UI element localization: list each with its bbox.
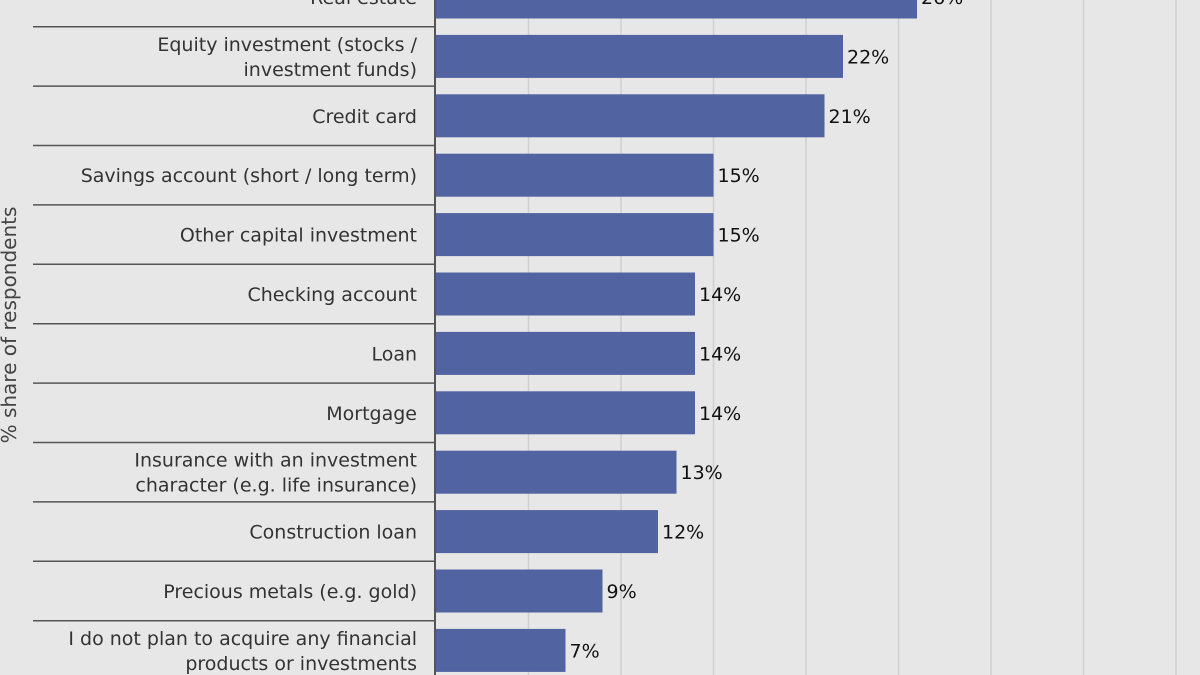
- bar: [436, 628, 566, 672]
- category-label: Savings account (short / long term): [81, 165, 417, 187]
- data-label: 13%: [681, 462, 723, 484]
- category-label: Construction loan: [249, 522, 417, 544]
- data-label: 9%: [607, 581, 637, 603]
- bar: [436, 153, 714, 197]
- category-label: I do not plan to acquire any financial pr…: [68, 628, 417, 675]
- data-label: 15%: [718, 225, 760, 247]
- bar: [436, 0, 917, 19]
- bar: [436, 331, 695, 375]
- data-label: 15%: [718, 165, 760, 187]
- data-label: 14%: [699, 403, 741, 425]
- bar: [436, 213, 714, 257]
- category-label: Real estate: [310, 0, 417, 9]
- bar: [436, 450, 677, 494]
- category-label: Mortgage: [326, 403, 417, 425]
- bar: [436, 94, 825, 138]
- data-label: 7%: [570, 640, 600, 662]
- category-label: Credit card: [312, 106, 417, 128]
- data-label: 14%: [699, 343, 741, 365]
- category-label: Checking account: [247, 284, 417, 306]
- category-label: Other capital investment: [180, 225, 417, 247]
- data-label: 14%: [699, 284, 741, 306]
- category-label: Precious metals (e.g. gold): [163, 581, 417, 603]
- category-label: Equity investment (stocks / investment fu…: [157, 34, 417, 81]
- data-label: 26%: [921, 0, 963, 9]
- category-label: Loan: [371, 343, 417, 365]
- data-label: 12%: [662, 522, 704, 544]
- data-label: 22%: [847, 46, 889, 68]
- data-label: 21%: [829, 106, 871, 128]
- bar: [436, 272, 695, 316]
- bar: [436, 391, 695, 435]
- bar: [436, 569, 603, 613]
- category-label: Insurance with an investment character (e…: [134, 450, 417, 497]
- bar: [436, 510, 658, 554]
- bar: [436, 34, 843, 78]
- y-axis-label: % share of respondents: [0, 207, 21, 444]
